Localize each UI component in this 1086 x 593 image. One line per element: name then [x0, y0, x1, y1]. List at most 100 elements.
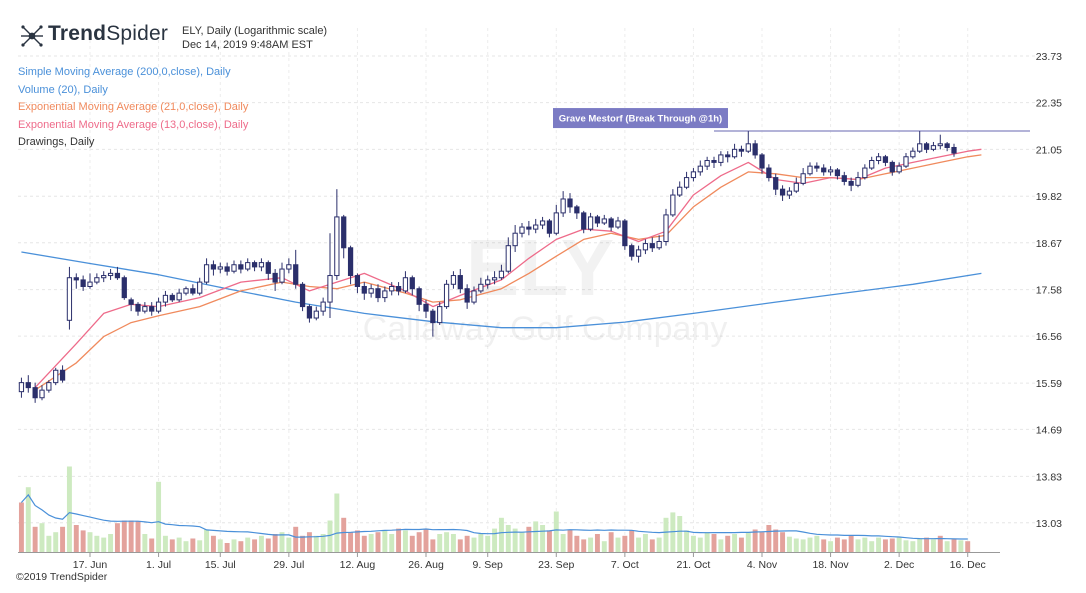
- volume-bar: [471, 537, 477, 552]
- candle-body: [711, 160, 717, 163]
- volume-bar: [965, 541, 971, 552]
- ema13-line: [34, 148, 982, 389]
- volume-bar: [889, 538, 895, 552]
- volume-bar: [437, 534, 443, 552]
- volume-bar: [512, 528, 518, 552]
- candle-body: [663, 214, 669, 243]
- volume-bar: [457, 539, 463, 552]
- volume-bar: [389, 534, 395, 552]
- volume-bar: [149, 538, 155, 552]
- candle-body: [39, 389, 45, 399]
- volume-bar: [910, 541, 916, 552]
- volume-bar: [354, 530, 360, 552]
- volume-bar: [60, 526, 66, 552]
- annotation-box: [553, 108, 728, 129]
- candle-body: [807, 165, 813, 175]
- candle-body: [197, 281, 203, 294]
- candle-body: [361, 285, 367, 294]
- candle-body: [766, 167, 772, 179]
- candle-body: [347, 247, 354, 277]
- date-tick-label: 23. Sep: [538, 559, 574, 571]
- volume-bar: [855, 539, 861, 552]
- date-tick-label: 16. Dec: [950, 559, 986, 571]
- volume-bar: [642, 534, 648, 552]
- candle-body: [395, 285, 402, 292]
- volume-bar: [361, 535, 367, 552]
- volume-bar: [108, 534, 114, 552]
- candles: [18, 131, 957, 403]
- candle-body: [718, 154, 724, 163]
- volume-bar: [601, 541, 607, 552]
- volume-bar: [553, 511, 559, 552]
- candle-body: [512, 232, 518, 247]
- candle-body: [101, 275, 107, 279]
- volume-bar: [114, 523, 120, 552]
- volume-bar: [80, 530, 86, 552]
- volume-bar: [786, 536, 792, 552]
- volume-bar: [711, 534, 717, 552]
- candle-body: [203, 264, 210, 283]
- candle-body: [183, 288, 189, 294]
- candle-body: [176, 292, 182, 301]
- volume-bar: [327, 520, 333, 552]
- candle-body: [231, 264, 237, 272]
- candle-body: [491, 277, 498, 281]
- candle-body: [937, 143, 943, 147]
- volume-bar: [423, 528, 429, 552]
- candle-body: [53, 369, 59, 384]
- volume-bar: [876, 537, 882, 552]
- candle-body: [217, 266, 223, 270]
- candle-body: [793, 182, 799, 192]
- volume-bar: [567, 529, 573, 552]
- candle-body: [704, 160, 710, 167]
- volume-average-line: [20, 493, 968, 540]
- volume-bar: [450, 534, 456, 552]
- volume-bar: [156, 481, 162, 552]
- price-tick-label: 19.82: [1036, 191, 1062, 203]
- legend-sma200[interactable]: Simple Moving Average (200,0,close), Dai…: [18, 66, 231, 78]
- volume-bar: [430, 539, 436, 552]
- candle-body: [608, 218, 614, 228]
- legend-ema21[interactable]: Exponential Moving Average (21,0,close),…: [18, 101, 249, 113]
- legend-volume[interactable]: Volume (20), Daily: [18, 83, 108, 96]
- candle-body: [779, 188, 786, 196]
- price-tick-label: 13.83: [1036, 471, 1062, 483]
- volume-bar: [190, 538, 196, 552]
- candle-body: [539, 220, 546, 226]
- volume-bar: [245, 537, 251, 552]
- volume-bar: [293, 526, 299, 552]
- candle-body: [862, 167, 868, 179]
- legend-drawings[interactable]: Drawings, Daily: [18, 136, 95, 148]
- date-tick-label: 17. Jun: [73, 559, 108, 571]
- legend-ema13[interactable]: Exponential Moving Average (13,0,close),…: [18, 118, 249, 131]
- volume-bar: [745, 532, 751, 552]
- candle-body: [896, 165, 902, 173]
- volume-bar: [128, 520, 134, 552]
- candle-body: [334, 216, 340, 277]
- volume-bar: [265, 538, 271, 552]
- candle-body: [73, 277, 79, 281]
- candle-body: [875, 156, 882, 162]
- candle-body: [437, 306, 443, 324]
- symbol-line: ELY, Daily (Logarithmic scale): [182, 25, 328, 37]
- candle-body: [519, 226, 525, 234]
- candle-body: [265, 262, 271, 274]
- volume-bar: [87, 532, 93, 552]
- candle-body: [327, 275, 333, 303]
- volume-bar: [53, 532, 59, 552]
- volume-bar: [546, 530, 552, 552]
- volume-bar: [279, 532, 285, 552]
- axes: 23.73 22.35 21.05 19.82 18.67 17.58 16.56 15.59…: [18, 51, 1062, 571]
- date-tick-label: 9. Sep: [473, 559, 504, 571]
- watermark: ELY Callaway Golf Company: [363, 223, 728, 348]
- candle-body: [615, 220, 621, 228]
- candle-body: [443, 283, 450, 308]
- price-tick-label: 13.03: [1036, 518, 1062, 530]
- volume-bar: [498, 517, 504, 552]
- candle-body: [272, 272, 278, 283]
- volume-bar: [834, 537, 840, 552]
- candle-body: [306, 306, 313, 319]
- volume-bar: [334, 493, 340, 552]
- volume-bar: [505, 525, 511, 552]
